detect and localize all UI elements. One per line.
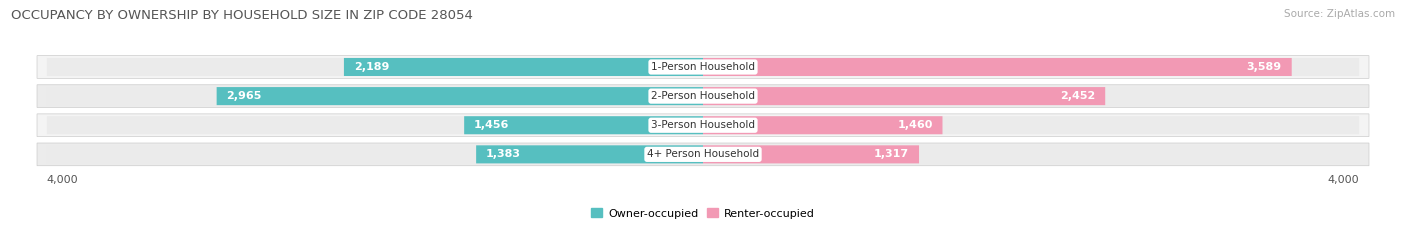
FancyBboxPatch shape	[37, 56, 1369, 78]
Text: 2,965: 2,965	[226, 91, 262, 101]
Text: 1,456: 1,456	[474, 120, 509, 130]
Text: 1,460: 1,460	[897, 120, 932, 130]
FancyBboxPatch shape	[37, 114, 1369, 137]
Text: 2,452: 2,452	[1060, 91, 1095, 101]
Text: 1,317: 1,317	[875, 149, 910, 159]
Text: OCCUPANCY BY OWNERSHIP BY HOUSEHOLD SIZE IN ZIP CODE 28054: OCCUPANCY BY OWNERSHIP BY HOUSEHOLD SIZE…	[11, 9, 474, 22]
FancyBboxPatch shape	[46, 116, 1360, 134]
FancyBboxPatch shape	[464, 116, 703, 134]
FancyBboxPatch shape	[477, 145, 703, 163]
Text: 3,589: 3,589	[1247, 62, 1282, 72]
Text: 4+ Person Household: 4+ Person Household	[647, 149, 759, 159]
FancyBboxPatch shape	[703, 58, 1292, 76]
FancyBboxPatch shape	[46, 87, 1360, 105]
Legend: Owner-occupied, Renter-occupied: Owner-occupied, Renter-occupied	[586, 204, 820, 223]
Text: 1-Person Household: 1-Person Household	[651, 62, 755, 72]
FancyBboxPatch shape	[37, 85, 1369, 107]
FancyBboxPatch shape	[703, 145, 920, 163]
FancyBboxPatch shape	[46, 145, 1360, 163]
FancyBboxPatch shape	[703, 116, 942, 134]
Text: 4,000: 4,000	[1327, 175, 1360, 185]
Text: Source: ZipAtlas.com: Source: ZipAtlas.com	[1284, 9, 1395, 19]
FancyBboxPatch shape	[703, 87, 1105, 105]
FancyBboxPatch shape	[37, 143, 1369, 166]
Text: 3-Person Household: 3-Person Household	[651, 120, 755, 130]
Text: 4,000: 4,000	[46, 175, 79, 185]
Text: 2,189: 2,189	[354, 62, 389, 72]
Text: 1,383: 1,383	[486, 149, 522, 159]
FancyBboxPatch shape	[217, 87, 703, 105]
FancyBboxPatch shape	[46, 58, 1360, 76]
Text: 2-Person Household: 2-Person Household	[651, 91, 755, 101]
FancyBboxPatch shape	[344, 58, 703, 76]
